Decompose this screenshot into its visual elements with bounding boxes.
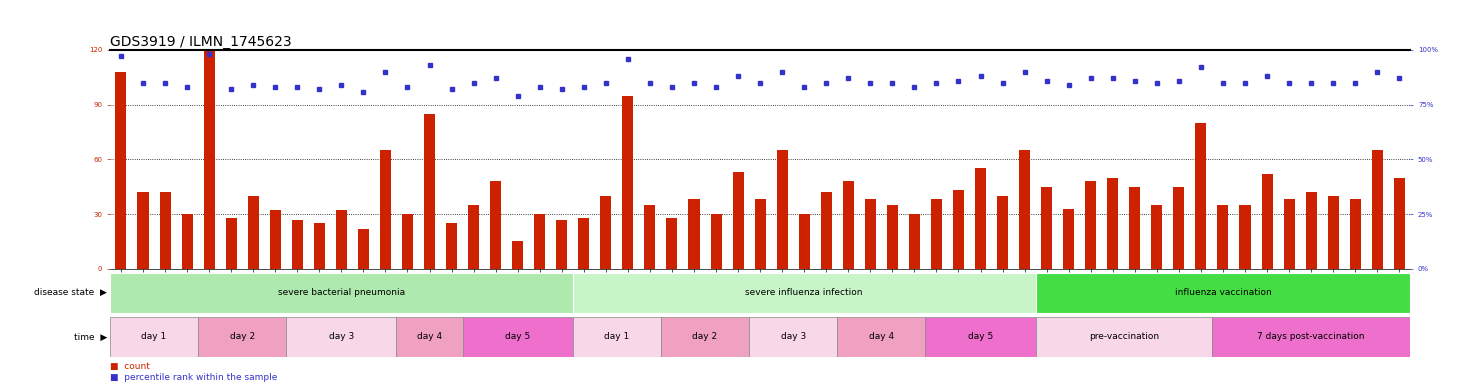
Text: ■  percentile rank within the sample: ■ percentile rank within the sample — [110, 373, 277, 382]
Text: day 3: day 3 — [328, 333, 353, 341]
Text: day 5: day 5 — [968, 333, 992, 341]
Bar — [380, 150, 391, 269]
Bar — [661, 317, 749, 357]
Bar — [953, 190, 965, 269]
Bar — [226, 218, 236, 269]
Bar — [198, 317, 286, 357]
Text: disease state  ▶: disease state ▶ — [34, 288, 107, 297]
Bar — [1394, 178, 1404, 269]
Bar — [110, 273, 573, 313]
Bar — [1173, 187, 1185, 269]
Bar — [1262, 174, 1272, 269]
Bar — [733, 172, 743, 269]
Bar — [887, 205, 897, 269]
Bar — [1107, 178, 1119, 269]
Text: day 1: day 1 — [604, 333, 629, 341]
Bar — [821, 192, 831, 269]
Bar — [1035, 317, 1212, 357]
Bar — [925, 317, 1035, 357]
Text: GDS3919 / ILMN_1745623: GDS3919 / ILMN_1745623 — [110, 35, 292, 49]
Bar — [286, 317, 396, 357]
Text: severe influenza infection: severe influenza infection — [745, 288, 863, 297]
Bar — [689, 200, 699, 269]
Bar — [314, 223, 325, 269]
Bar — [336, 210, 347, 269]
Text: day 4: day 4 — [869, 333, 894, 341]
Bar — [396, 317, 463, 357]
Text: ■  count: ■ count — [110, 362, 150, 371]
Bar — [116, 72, 126, 269]
Text: pre-vaccination: pre-vaccination — [1089, 333, 1158, 341]
Bar — [468, 205, 479, 269]
Bar — [182, 214, 192, 269]
Bar — [402, 214, 413, 269]
Text: 7 days post-vaccination: 7 days post-vaccination — [1258, 333, 1365, 341]
Text: day 4: day 4 — [416, 333, 443, 341]
Bar — [573, 317, 661, 357]
Bar — [573, 273, 1035, 313]
Bar — [446, 223, 457, 269]
Bar — [1239, 205, 1250, 269]
Bar — [463, 317, 573, 357]
Bar — [1085, 181, 1097, 269]
Bar — [1212, 317, 1410, 357]
Bar — [711, 214, 721, 269]
Bar — [865, 200, 875, 269]
Bar — [909, 214, 919, 269]
Bar — [997, 196, 1009, 269]
Bar — [749, 317, 837, 357]
Bar — [1284, 200, 1294, 269]
Text: severe bacterial pneumonia: severe bacterial pneumonia — [277, 288, 405, 297]
Bar — [490, 181, 501, 269]
Bar — [204, 50, 214, 269]
Bar — [1328, 196, 1338, 269]
Bar — [512, 242, 523, 269]
Bar — [601, 196, 611, 269]
Bar — [358, 229, 369, 269]
Bar — [556, 220, 567, 269]
Bar — [1151, 205, 1163, 269]
Text: time  ▶: time ▶ — [73, 333, 107, 341]
Bar — [975, 169, 987, 269]
Bar — [248, 196, 258, 269]
Text: day 5: day 5 — [506, 333, 531, 341]
Bar — [1019, 150, 1031, 269]
Bar — [160, 192, 170, 269]
Text: influenza vaccination: influenza vaccination — [1174, 288, 1271, 297]
Bar — [1041, 187, 1053, 269]
Bar — [799, 214, 809, 269]
Bar — [110, 317, 198, 357]
Bar — [292, 220, 303, 269]
Text: day 2: day 2 — [692, 333, 717, 341]
Text: day 2: day 2 — [230, 333, 255, 341]
Bar — [667, 218, 677, 269]
Text: day 3: day 3 — [780, 333, 806, 341]
Bar — [1350, 200, 1360, 269]
Bar — [1372, 150, 1382, 269]
Bar — [777, 150, 787, 269]
Text: day 1: day 1 — [141, 333, 167, 341]
Bar — [138, 192, 148, 269]
Bar — [755, 200, 765, 269]
Bar — [578, 218, 589, 269]
Bar — [1063, 209, 1075, 269]
Bar — [931, 200, 943, 269]
Bar — [623, 96, 633, 269]
Bar — [534, 214, 545, 269]
Bar — [424, 114, 435, 269]
Bar — [1217, 205, 1229, 269]
Bar — [1129, 187, 1141, 269]
Bar — [1035, 273, 1410, 313]
Bar — [837, 317, 925, 357]
Bar — [843, 181, 853, 269]
Bar — [1306, 192, 1316, 269]
Bar — [270, 210, 281, 269]
Bar — [1195, 123, 1207, 269]
Bar — [645, 205, 655, 269]
